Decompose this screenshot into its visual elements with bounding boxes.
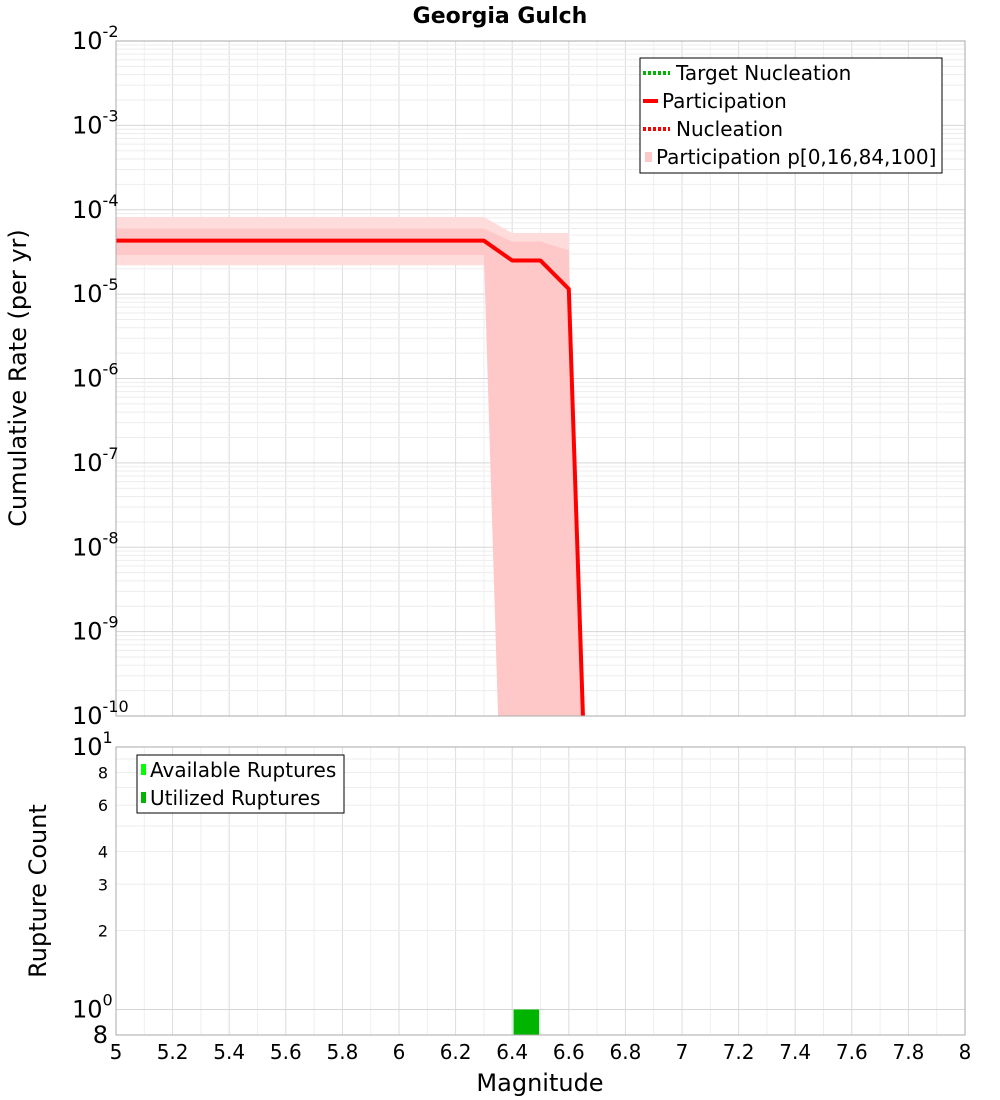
magnitude-x-tick-label: 7.6 — [836, 1040, 868, 1064]
x-axis-label: Magnitude — [476, 1069, 603, 1097]
rupture-y-tick-label: 100 — [72, 991, 113, 1024]
legend-label-participation: Participation — [662, 89, 787, 113]
rate-legend: Target Nucleation Participation Nucleati… — [639, 57, 943, 174]
rupture-y-axis-label: Rupture Count — [24, 804, 52, 978]
magnitude-x-tick-label: 5 — [110, 1040, 123, 1064]
rate-y-tick-label: 10-7 — [72, 444, 119, 477]
rate-y-tick-label: 10-8 — [72, 528, 119, 561]
legend-label-available-ruptures: Available Ruptures — [150, 758, 336, 782]
rate-y-tick-label: 10-3 — [72, 106, 119, 139]
rate-y-ticks: 10-2 10-3 10-4 10-5 10-6 10-7 10-8 10-9 10-10 — [72, 22, 129, 730]
magnitude-x-tick-label: 7 — [676, 1040, 689, 1064]
magnitude-x-tick-label: 8 — [959, 1040, 972, 1064]
legend-swatch-available-ruptures — [141, 764, 146, 775]
rate-y-tick-label: 10-5 — [72, 275, 119, 308]
rate-y-tick-label: 10-9 — [72, 613, 119, 646]
magnitude-x-tick-label: 5.8 — [326, 1040, 358, 1064]
magnitude-x-tick-label: 5.2 — [157, 1040, 189, 1064]
rupture-y-tick-label: 4 — [98, 842, 108, 861]
rate-y-tick-label: 10-2 — [72, 22, 119, 55]
rate-y-tick-label: 10-10 — [72, 697, 129, 730]
rupture-y-tick-label: 101 — [72, 728, 113, 761]
magnitude-x-tick-label: 6.6 — [553, 1040, 585, 1064]
rupture-y-tick-label: 6 — [98, 796, 108, 815]
rupture-plot-frame — [115, 746, 966, 1036]
rate-y-tick-label: 10-6 — [72, 360, 119, 393]
rate-y-axis-label: Cumulative Rate (per yr) — [4, 229, 32, 527]
rate-panel: 10-2 10-3 10-4 10-5 10-6 10-7 10-8 10-9 10-10 Cu… — [4, 22, 966, 730]
rupture-y-tick-label: 8 — [93, 1021, 108, 1049]
magnitude-x-tick-label: 6.8 — [609, 1040, 641, 1064]
magnitude-x-tick-label: 6.2 — [440, 1040, 472, 1064]
legend-label-utilized-ruptures: Utilized Ruptures — [150, 786, 320, 810]
rupture-y-tick-label: 3 — [98, 875, 108, 894]
magnitude-x-tick-label: 7.8 — [892, 1040, 924, 1064]
magnitude-x-tick-label: 7.2 — [723, 1040, 755, 1064]
legend-label-nucleation: Nucleation — [676, 117, 783, 141]
series-line-nucleation — [116, 239, 585, 717]
magnitude-x-tick-label: 6 — [393, 1040, 406, 1064]
participation-band-p16-p84 — [116, 228, 583, 716]
legend-label-participation-band: Participation p[0,16,84,100] — [656, 145, 936, 169]
legend-label-target-nucleation: Target Nucleation — [675, 61, 851, 85]
magnitude-x-ticks: 5 5.2 5.4 5.6 5.8 6 6.2 6.4 6.6 6.8 7 7.2 7.4 7.6 7.8 8 — [110, 1040, 972, 1064]
legend-swatch-participation-band — [645, 152, 652, 162]
rate-plot-frame — [115, 40, 966, 717]
magnitude-x-tick-label: 6.4 — [496, 1040, 528, 1064]
rupture-y-tick-label: 2 — [98, 922, 108, 941]
participation-bands — [116, 217, 583, 716]
rupture-y-tick-label: 8 — [98, 763, 108, 782]
rupture-bars — [513, 1009, 540, 1035]
rate-y-tick-label: 10-4 — [72, 191, 119, 224]
magnitude-x-tick-label: 5.6 — [270, 1040, 302, 1064]
chart-title: Georgia Gulch — [413, 4, 588, 29]
legend-swatch-utilized-ruptures — [141, 792, 146, 803]
bar-utilized-ruptures — [513, 1009, 540, 1035]
rupture-legend: Available Ruptures Utilized Ruptures — [136, 754, 345, 814]
magnitude-x-tick-label: 7.4 — [779, 1040, 811, 1064]
magnitude-x-tick-label: 5.4 — [213, 1040, 245, 1064]
